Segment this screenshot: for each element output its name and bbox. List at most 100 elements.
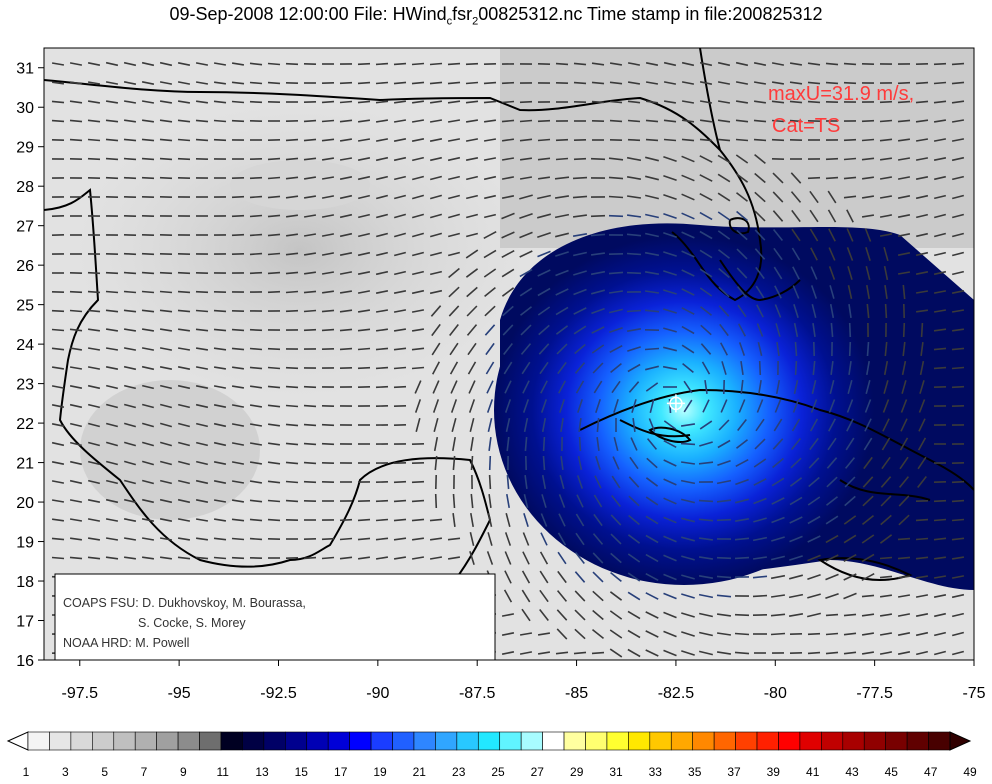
colorbar-cell	[670, 731, 694, 751]
lon-tick-label: -90	[366, 685, 389, 702]
colorbar-high-arrow	[949, 731, 972, 751]
colorbar-cell	[542, 731, 565, 751]
lat-tick-label: 31	[16, 61, 34, 78]
wind-map: maxU=31.9 m/s, Cat=TS COAPS FSU: D. Dukh…	[16, 47, 986, 702]
lon-tick-label: -97.5	[62, 685, 99, 702]
colorbar-cell	[499, 731, 522, 751]
lon-tick-label: -77.5	[856, 685, 893, 702]
lat-tick-label: 16	[16, 653, 34, 670]
colorbar-label: 17	[334, 765, 348, 779]
colorbar-label: 33	[649, 765, 663, 779]
colorbar-cell	[606, 731, 629, 751]
colorbar-cell	[220, 731, 243, 751]
gulf-low-wind-area	[70, 100, 530, 400]
lat-tick-label: 29	[16, 140, 34, 157]
lat-tick-label: 21	[16, 456, 34, 473]
storm-center-marker	[666, 394, 685, 413]
colorbar-cell	[928, 731, 951, 751]
colorbar-cell	[649, 731, 672, 751]
colorbar-cell	[821, 731, 844, 751]
colorbar-cell	[49, 731, 72, 751]
colorbar-label: 25	[491, 765, 505, 779]
max-wind-label: maxU=31.9 m/s,	[768, 83, 914, 105]
lon-tick-label: -95	[168, 685, 191, 702]
colorbar-cell	[349, 731, 372, 751]
colorbar-cell	[735, 731, 758, 751]
colorbar-label: 39	[767, 765, 781, 779]
colorbar-label: 19	[373, 765, 387, 779]
colorbar-cell	[392, 731, 415, 751]
plot-frame	[43, 47, 975, 661]
credit-line-2: S. Cocke, S. Morey	[138, 616, 246, 630]
colorbar-cell	[863, 731, 886, 751]
colorbar-cell	[327, 731, 350, 751]
credits-box: COAPS FSU: D. Dukhovskoy, M. Bourassa, S…	[54, 573, 496, 660]
colorbar-cell	[370, 731, 393, 751]
colorbar-low-arrow	[6, 731, 29, 751]
colorbar-cell	[134, 731, 157, 751]
lat-tick-label: 17	[16, 614, 34, 631]
lat-tick-label: 19	[16, 535, 34, 552]
colorbar-cell	[27, 731, 50, 751]
colorbar-label: 37	[727, 765, 741, 779]
category-label: Cat=TS	[772, 115, 840, 137]
colorbar-cell	[70, 731, 93, 751]
colorbar-cell	[692, 731, 715, 751]
lon-tick-label: -87.5	[459, 685, 496, 702]
coastline	[44, 48, 974, 660]
lon-tick-label: -85	[565, 685, 588, 702]
colorbar-label: 9	[180, 765, 187, 779]
colorbar-label: 15	[295, 765, 309, 779]
credit-line-3: NOAA HRD: M. Powell	[63, 636, 189, 650]
colorbar-cell	[177, 731, 200, 751]
colorbar-label: 49	[963, 765, 977, 779]
colorbar-label: 1	[23, 765, 30, 779]
colorbar-cell	[242, 731, 265, 751]
colorbar-cell	[435, 731, 458, 751]
lon-tick-label: -80	[764, 685, 787, 702]
colorbar-cell	[713, 731, 736, 751]
colorbar-label: 35	[688, 765, 702, 779]
figure-title: 09-Sep-2008 12:00:00 File: HWindcfsr2008…	[169, 4, 823, 28]
lat-tick-label: 25	[16, 298, 34, 315]
colorbar-label: 43	[845, 765, 859, 779]
lat-tick-label: 23	[16, 377, 34, 394]
longitude-axis: -97.5 -95 -92.5 -90 -87.5 -85 -82.5 -80 -77.5 -75	[62, 660, 986, 702]
colorbar-cell	[585, 731, 608, 751]
colorbar-label: 31	[609, 765, 623, 779]
colorbar-cell	[113, 731, 136, 751]
lat-tick-label: 28	[16, 179, 34, 196]
colorbar-label: 21	[413, 765, 427, 779]
colorbar-label: 13	[255, 765, 269, 779]
colorbar-label: 11	[216, 765, 229, 779]
colorbar-cell	[413, 731, 436, 751]
lon-tick-label: -82.5	[658, 685, 695, 702]
credit-line-1: COAPS FSU: D. Dukhovskoy, M. Bourassa,	[63, 596, 306, 610]
colorbar-cell	[628, 731, 651, 751]
lat-tick-label: 27	[16, 219, 34, 236]
lat-tick-label: 18	[16, 574, 34, 591]
colorbar-cell	[563, 731, 586, 751]
latitude-axis: 31 30 29 28 27 26 25 24 23 22 21 20 19 18 17 16	[16, 61, 44, 670]
colorbar-cell	[92, 731, 115, 751]
colorbar-label: 41	[806, 765, 820, 779]
lat-tick-label: 20	[16, 495, 34, 512]
colorbar-cell	[284, 731, 308, 751]
lat-tick-label: 30	[16, 100, 34, 117]
colorbar-label: 27	[531, 765, 545, 779]
colorbar-cell	[799, 731, 822, 751]
colorbar-cell	[456, 731, 479, 751]
colorbar-cell	[477, 731, 501, 751]
colorbar-label: 7	[141, 765, 148, 779]
colorbar-cell	[520, 731, 543, 751]
colorbar-cell	[156, 731, 179, 751]
colorbar-cell	[756, 731, 779, 751]
colorbar-cell	[199, 731, 222, 751]
colorbar-cell	[306, 731, 329, 751]
colorbar: 1 3 5 7 9 11 13 15 17 19 21 23 25 27 29 31 33 35 37 39 41 43 4…	[6, 731, 977, 779]
colorbar-cell	[885, 731, 908, 751]
colorbar-label: 3	[62, 765, 69, 779]
lat-tick-label: 26	[16, 258, 34, 275]
colorbar-label: 5	[101, 765, 108, 779]
lat-tick-label: 22	[16, 416, 34, 433]
